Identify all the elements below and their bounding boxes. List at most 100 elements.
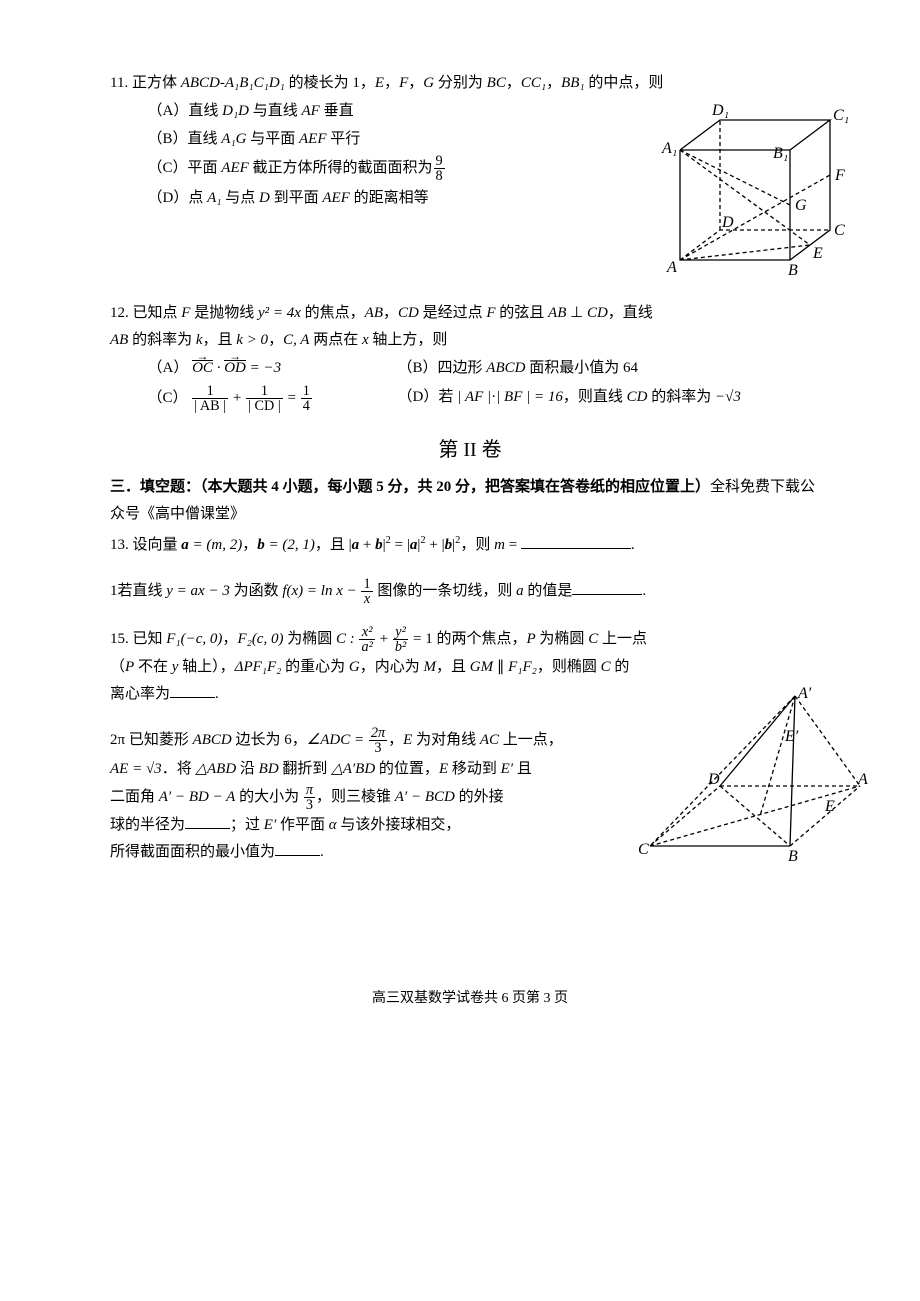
page-footer: 高三双基数学试卷共 6 页第 3 页	[110, 986, 830, 1011]
lbl: A	[857, 771, 868, 788]
t: 若	[438, 389, 457, 405]
d: 8	[434, 169, 445, 183]
t: E	[403, 732, 412, 748]
t: 到平面	[270, 190, 323, 206]
t: ，则椭圆	[537, 659, 601, 675]
d: b²	[393, 640, 408, 654]
t: ∠ADC =	[307, 732, 368, 748]
blank	[572, 579, 642, 595]
t: ，	[222, 631, 237, 647]
d: | CD |	[246, 399, 283, 413]
d: 4	[301, 399, 312, 413]
t: y² = 4x	[258, 305, 301, 321]
d: x	[361, 592, 372, 606]
t: 直线	[188, 131, 222, 147]
t: 上一点	[598, 631, 647, 647]
t: ，则直线	[563, 389, 627, 405]
t: F₂(c, 0)	[237, 631, 283, 647]
t: m	[494, 537, 505, 553]
t: 离心率为	[110, 686, 170, 702]
t: D₁D	[222, 103, 249, 119]
t: ΔPF₁F₂	[235, 659, 282, 675]
t: 的外接	[455, 789, 504, 805]
t: AB	[365, 305, 383, 321]
n: 1	[192, 384, 228, 399]
lbl: A′	[797, 686, 812, 702]
question-14: 1若直线 y = ax − 3 为函数 f(x) = ln x − 1x 图像的…	[110, 577, 830, 607]
tag: （C）	[148, 160, 188, 176]
frac: 1| AB |	[192, 384, 228, 414]
t: 已知菱形	[129, 732, 193, 748]
t: ，	[242, 537, 257, 553]
fold-figure: A′ E′ D A E C B	[630, 686, 870, 866]
t: ，则	[460, 537, 494, 553]
t: AF	[302, 103, 320, 119]
tag: （D）	[148, 190, 189, 206]
d: | AB |	[192, 399, 228, 413]
t: G	[349, 659, 360, 675]
t: △A′BD	[331, 761, 375, 777]
q11-text: 正方体 ABCD-A₁B₁C₁D₁ 的棱长为 1，E，F，G 分别为 BC，CC…	[132, 75, 663, 91]
t: ，则三棱锥	[316, 789, 395, 805]
t: A₁	[207, 190, 225, 206]
t: ，	[384, 75, 399, 91]
section-2-title: 第 II 卷	[110, 432, 830, 468]
frac: 2π3	[369, 726, 387, 756]
t: 直线	[188, 103, 222, 119]
t: 的位置，	[375, 761, 439, 777]
t: 三．填空题：（本大题共 4 小题，每小题 5 分，共 20 分，把答案填在答卷纸…	[110, 479, 710, 495]
t: k > 0	[236, 332, 268, 348]
t: E	[375, 75, 384, 91]
lbl: G	[795, 197, 807, 214]
t: ∥	[493, 659, 508, 675]
lbl: D₁	[711, 102, 729, 119]
t: P	[125, 659, 134, 675]
q12-opt-b: （B）四边形 ABCD 面积最小值为 64	[398, 355, 638, 382]
t: 的棱长为 1，	[285, 75, 375, 91]
t: 的两个焦点，	[433, 631, 527, 647]
t: AEF	[299, 131, 327, 147]
blank	[170, 682, 215, 698]
t: 轴上），	[178, 659, 234, 675]
lbl: D	[721, 214, 734, 231]
t: CD	[398, 305, 419, 321]
t: 的距离相等	[350, 190, 429, 206]
q12-options: （A） OC · OD = −3 （B）四边形 ABCD 面积最小值为 64 （…	[110, 354, 830, 415]
t: = (m, 2)	[189, 537, 242, 553]
t: ABCD-A₁B₁C₁D₁	[181, 75, 285, 91]
t: E	[439, 761, 448, 777]
q12-opt-c: （C） 1| AB | + 1| CD | = 14	[148, 384, 398, 414]
t: AE	[110, 761, 128, 777]
lbl: E′	[784, 728, 799, 745]
t: 二面角	[110, 789, 159, 805]
t: 且	[513, 761, 532, 777]
t: OC	[192, 360, 213, 376]
blank	[185, 813, 230, 829]
t: BB₁	[561, 75, 585, 91]
t: E′	[264, 817, 276, 833]
t: b	[257, 537, 265, 553]
t: BC	[487, 75, 506, 91]
t: = (2, 1)	[265, 537, 315, 553]
q12-num: 12.	[110, 305, 129, 321]
tag: （B）	[148, 131, 188, 147]
t: ，且	[436, 659, 470, 675]
t: 的值是	[524, 583, 573, 599]
t: 为函数	[230, 583, 283, 599]
lbl: C₁	[833, 107, 849, 124]
lbl: B₁	[773, 145, 788, 162]
frac: x²a²	[359, 625, 374, 655]
t: 移动到	[448, 761, 501, 777]
t: 所得截面面积的最小值为	[110, 844, 275, 860]
t: C :	[336, 631, 359, 647]
frac: 14	[301, 384, 312, 414]
frac: 1| CD |	[246, 384, 283, 414]
t: | BF |	[496, 389, 530, 405]
lbl: C	[638, 841, 649, 858]
t: C	[601, 659, 611, 675]
t: AC	[480, 732, 499, 748]
t: 为椭圆	[536, 631, 589, 647]
t: 的斜率为	[128, 332, 196, 348]
t: 正方体	[132, 75, 181, 91]
lbl: E	[824, 798, 835, 815]
